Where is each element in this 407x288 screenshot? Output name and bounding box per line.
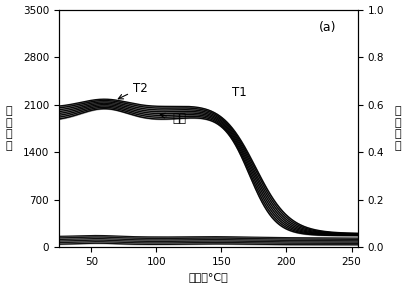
Text: T2: T2 xyxy=(118,82,148,99)
Text: T1: T1 xyxy=(232,86,247,99)
X-axis label: 温度（°C）: 温度（°C） xyxy=(188,272,228,283)
Text: 升高: 升高 xyxy=(160,111,186,125)
Y-axis label: 介
电
常
数: 介 电 常 数 xyxy=(6,106,12,151)
Y-axis label: 介
电
损
耗: 介 电 损 耗 xyxy=(395,106,401,151)
Text: (a): (a) xyxy=(319,21,337,35)
